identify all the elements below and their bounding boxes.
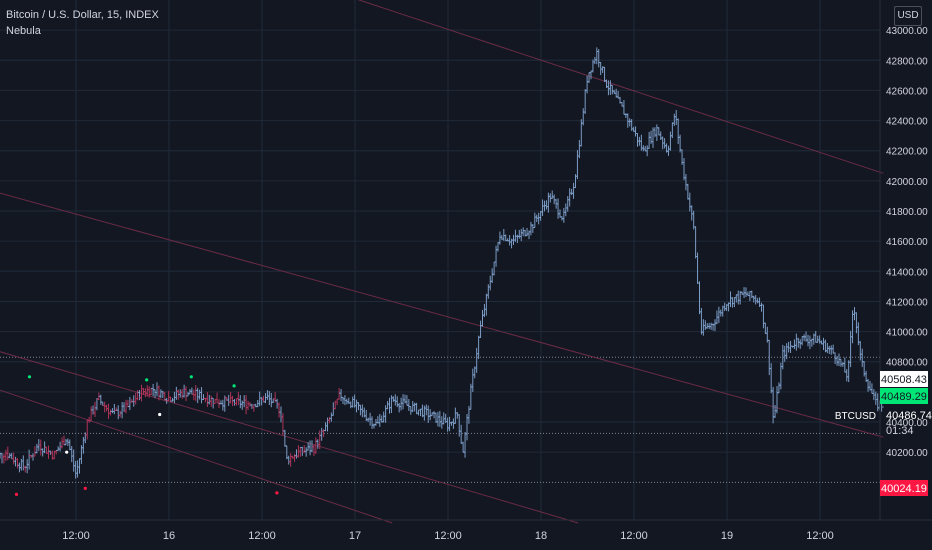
green-price-label: 40489.29 [881,391,927,403]
price-tick-label: 41800.00 [886,207,928,218]
chart-legend: Bitcoin / U.S. Dollar, 15, INDEX Nebula [6,7,159,39]
red-price-label: 40024.19 [881,483,927,495]
channel-line [0,351,579,524]
price-tick-label: 41000.00 [886,328,928,339]
time-tick-label: 18 [535,530,547,542]
signal-dot [189,375,193,379]
currency-button[interactable]: USD [894,6,922,26]
price-tick-label: 42400.00 [886,117,928,128]
time-tick-label: 12:00 [806,530,834,542]
chart-grid [0,0,880,520]
time-tick-label: 19 [721,530,733,542]
time-tick-label: 17 [349,530,361,542]
signal-dot [275,491,279,495]
price-tick-label: 43000.00 [886,26,928,37]
signal-dot [14,492,19,496]
btcusd-price-label: 40486.74 [886,410,932,422]
time-tick-label: 12:00 [62,530,90,542]
signal-dot [232,384,236,388]
channel-lines [0,0,884,524]
price-tick-label: 40800.00 [886,358,928,369]
price-tick-label: 41200.00 [886,297,928,308]
time-tick-label: 12:00 [248,530,276,542]
signal-dot [65,450,69,454]
time-tick-label: 12:00 [434,530,462,542]
signal-dot [145,378,149,382]
time-axis[interactable]: 12:00 16 12:00 17 12:00 18 12:00 19 12:00 [62,530,834,542]
price-tick-label: 40200.00 [886,448,928,459]
price-tick-label: 42600.00 [886,86,928,97]
symbol-title[interactable]: Bitcoin / U.S. Dollar, 15, INDEX [6,9,159,21]
signal-dots [14,375,279,496]
time-tick-label: 16 [163,530,175,542]
price-tick-label: 42200.00 [886,147,928,158]
last-price-label: 40508.43 [881,374,927,386]
bar-countdown-label: 01:34 [886,425,914,437]
time-tick-label: 12:00 [620,530,648,542]
red-price-badge: 40024.19 [880,480,928,496]
signal-dot [83,486,87,490]
price-tick-label: 41600.00 [886,237,928,248]
indicator-name[interactable]: Nebula [6,25,41,37]
green-price-badge: 40489.29 [880,388,928,404]
last-price-badge: 40508.43 [880,371,928,387]
signal-dot [158,412,162,417]
price-tick-label: 42000.00 [886,177,928,188]
price-tick-label: 40400.00 [886,418,928,429]
channel-line [0,389,393,524]
price-axis[interactable]: 40200.0040400.0040600.0040800.0041000.00… [886,26,928,459]
channel-line [357,0,884,174]
price-tick-label: 42800.00 [886,56,928,67]
btcusd-symbol-label: BTCUSD [835,411,876,422]
signal-dot [27,375,32,379]
channel-line [0,192,884,438]
price-bars [0,47,884,479]
price-tick-label: 41400.00 [886,267,928,278]
